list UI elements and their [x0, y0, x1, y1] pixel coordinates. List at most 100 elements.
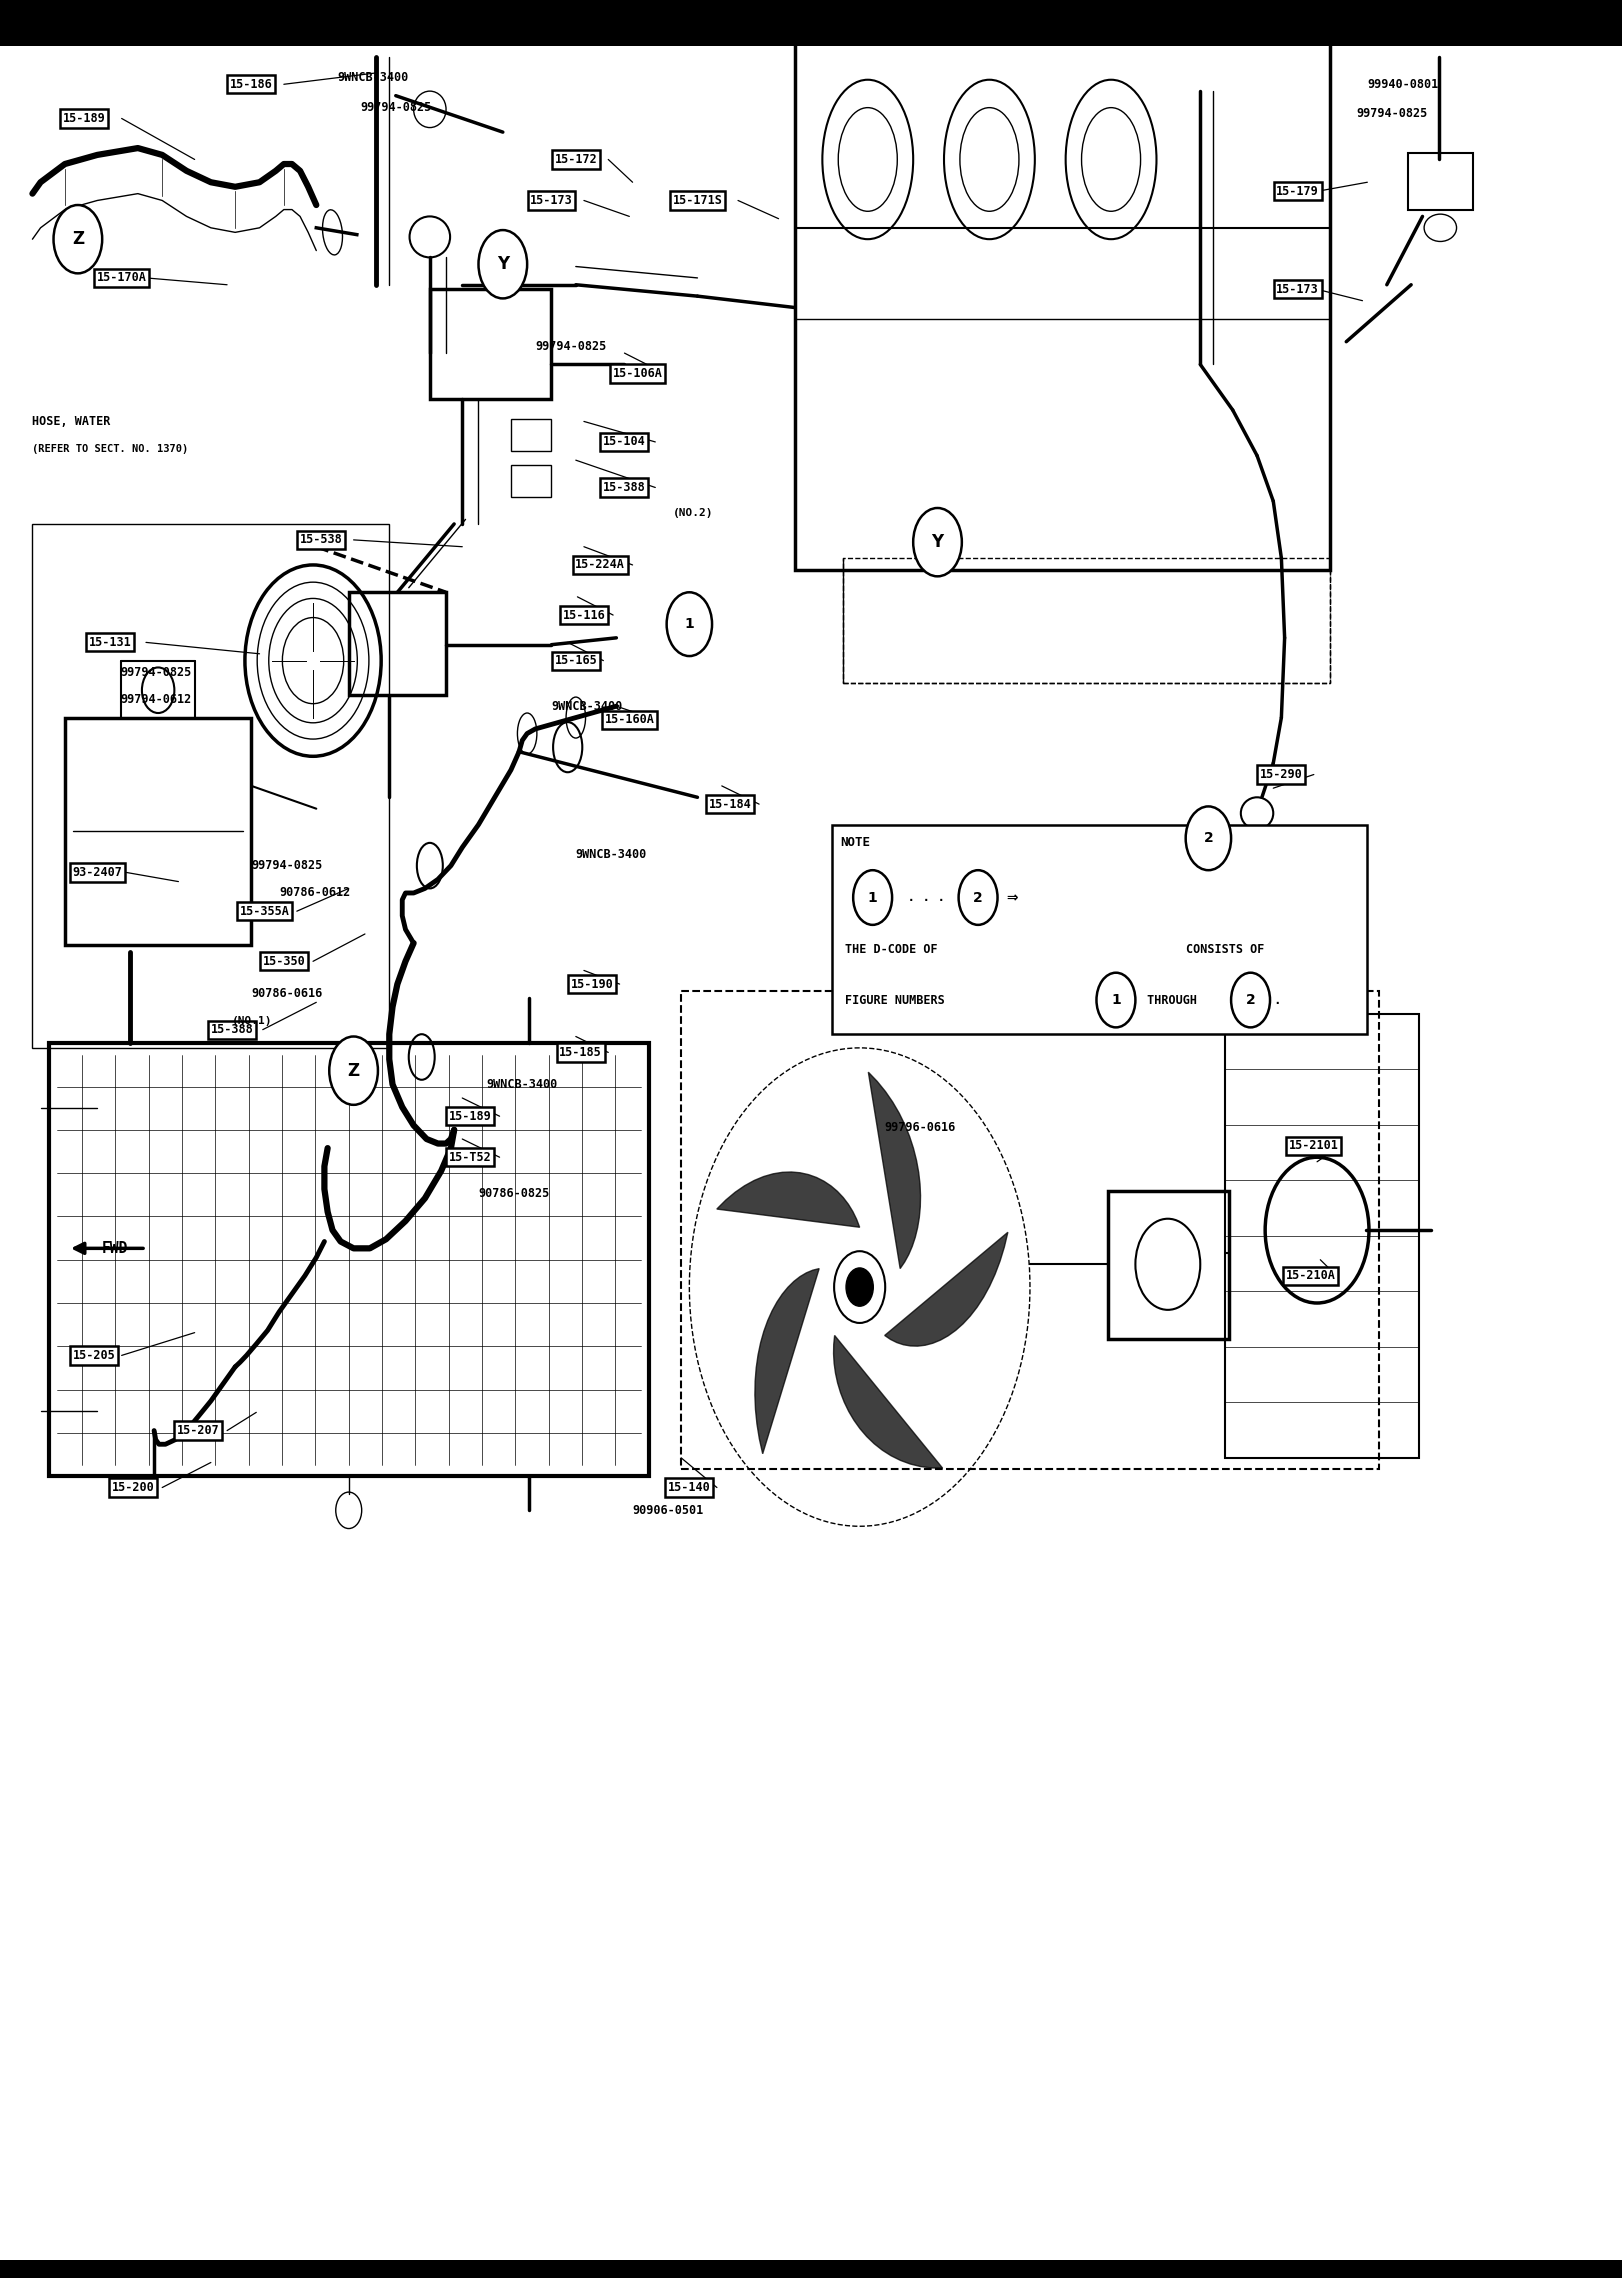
- Text: 99794-0825: 99794-0825: [1356, 107, 1427, 121]
- Circle shape: [847, 1269, 873, 1305]
- Text: 15-171S: 15-171S: [673, 194, 722, 207]
- Text: 15-189: 15-189: [449, 1109, 491, 1123]
- Bar: [0, 2260, 1622, 2278]
- Text: 93-2407: 93-2407: [73, 866, 122, 879]
- Text: Z: Z: [347, 1062, 360, 1080]
- Text: 15-388: 15-388: [211, 1023, 253, 1036]
- Circle shape: [959, 870, 998, 925]
- Bar: [49, 1043, 649, 1476]
- Bar: [65, 718, 251, 945]
- Text: 15-185: 15-185: [560, 1046, 602, 1059]
- Text: 15-538: 15-538: [300, 533, 342, 547]
- Bar: [681, 991, 1379, 1469]
- Text: 15-140: 15-140: [668, 1481, 710, 1494]
- Text: 99794-0825: 99794-0825: [120, 665, 191, 679]
- Text: 15-010S: 15-010S: [1072, 943, 1121, 957]
- Text: 15-224A: 15-224A: [576, 558, 624, 572]
- Text: 15-207: 15-207: [177, 1424, 219, 1437]
- Circle shape: [478, 230, 527, 298]
- Text: 90786-0612: 90786-0612: [279, 886, 350, 900]
- Text: 99794-0825: 99794-0825: [535, 339, 607, 353]
- Text: 15-165: 15-165: [555, 654, 597, 667]
- Text: 15-170A: 15-170A: [97, 271, 146, 285]
- Polygon shape: [754, 1269, 819, 1453]
- Bar: [349, 592, 446, 695]
- Text: 90786-0616: 90786-0616: [251, 986, 323, 1000]
- Text: 1: 1: [684, 617, 694, 631]
- Circle shape: [54, 205, 102, 273]
- Text: NOTE: NOTE: [840, 836, 869, 850]
- Circle shape: [1186, 806, 1231, 870]
- Text: 15-290: 15-290: [1260, 768, 1302, 781]
- Text: 15-205: 15-205: [73, 1349, 115, 1362]
- Circle shape: [913, 508, 962, 576]
- Bar: [1108, 1191, 1229, 1339]
- Text: 1: 1: [868, 891, 878, 904]
- Circle shape: [1231, 973, 1270, 1027]
- Text: 90786-0825: 90786-0825: [478, 1187, 550, 1201]
- Text: FIGURE NUMBERS: FIGURE NUMBERS: [845, 993, 944, 1007]
- Text: 15-179: 15-179: [1277, 185, 1319, 198]
- Circle shape: [853, 870, 892, 925]
- Text: (NO.1): (NO.1): [232, 1016, 272, 1025]
- Text: .: .: [1273, 993, 1281, 1007]
- Bar: [843, 558, 1330, 683]
- Bar: [511, 465, 551, 497]
- Text: 1: 1: [1111, 993, 1121, 1007]
- Text: 9WNCB-3400: 9WNCB-3400: [337, 71, 409, 84]
- Bar: [0, 0, 1622, 46]
- Text: Z: Z: [71, 230, 84, 248]
- Text: THROUGH: THROUGH: [1140, 993, 1205, 1007]
- Text: 15-010S: 15-010S: [1046, 1005, 1095, 1018]
- Bar: [32, 524, 389, 1048]
- Text: Y: Y: [496, 255, 509, 273]
- Text: 2: 2: [1246, 993, 1255, 1007]
- Bar: [430, 289, 551, 399]
- Text: 15-350: 15-350: [263, 954, 305, 968]
- Text: 15-173: 15-173: [1277, 282, 1319, 296]
- Text: 15-190: 15-190: [571, 977, 613, 991]
- Text: CONSISTS OF: CONSISTS OF: [1186, 943, 1264, 957]
- Text: 2: 2: [973, 891, 983, 904]
- Circle shape: [329, 1036, 378, 1105]
- Text: 99940-0801: 99940-0801: [1367, 77, 1439, 91]
- Text: Y: Y: [931, 533, 944, 551]
- Text: (NO.2): (NO.2): [673, 508, 714, 517]
- Text: 15-355A: 15-355A: [240, 904, 289, 918]
- Bar: [1225, 1014, 1419, 1458]
- Text: 15-172: 15-172: [555, 153, 597, 166]
- Text: 2: 2: [1204, 831, 1213, 845]
- Text: 15-186: 15-186: [230, 77, 272, 91]
- Text: ⇒: ⇒: [1002, 891, 1019, 904]
- Text: 15-388: 15-388: [603, 481, 646, 494]
- Text: THE D-CODE OF: THE D-CODE OF: [845, 943, 938, 957]
- Text: 15-116: 15-116: [563, 608, 605, 622]
- Text: . . .: . . .: [900, 891, 952, 904]
- Text: 15-104: 15-104: [603, 435, 646, 449]
- Text: 99794-0612: 99794-0612: [120, 693, 191, 706]
- Text: (REFER TO SECT. NO. 1370): (REFER TO SECT. NO. 1370): [32, 444, 188, 453]
- Text: 99794-0825: 99794-0825: [251, 859, 323, 872]
- Polygon shape: [834, 1335, 942, 1467]
- Text: 9WNCB-3400: 9WNCB-3400: [576, 847, 647, 861]
- Polygon shape: [884, 1232, 1007, 1346]
- Text: HOSE, WATER: HOSE, WATER: [32, 415, 110, 428]
- Text: 15-T52: 15-T52: [449, 1150, 491, 1164]
- Circle shape: [1096, 973, 1135, 1027]
- Text: 99794-0825: 99794-0825: [360, 100, 431, 114]
- Text: 9WNCB-3400: 9WNCB-3400: [551, 699, 623, 713]
- Circle shape: [667, 592, 712, 656]
- Bar: [832, 825, 1367, 1034]
- Text: 90906-0501: 90906-0501: [633, 1503, 704, 1517]
- Text: 15-131: 15-131: [89, 636, 131, 649]
- Circle shape: [834, 1251, 886, 1324]
- Text: 15-2101: 15-2101: [1289, 1139, 1338, 1153]
- Text: 15-160A: 15-160A: [605, 713, 654, 727]
- Polygon shape: [717, 1171, 860, 1228]
- Text: 15-173: 15-173: [530, 194, 573, 207]
- Text: FWD: FWD: [102, 1242, 128, 1255]
- Bar: [511, 419, 551, 451]
- Text: 15-189: 15-189: [63, 112, 105, 125]
- Text: 15-106A: 15-106A: [613, 367, 662, 380]
- Text: 15-010S: 15-010S: [1108, 891, 1156, 904]
